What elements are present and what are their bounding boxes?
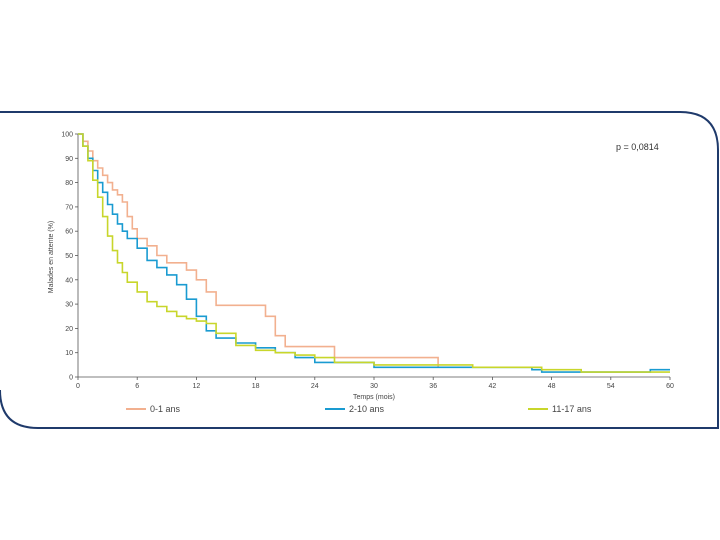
y-tick-label: 80 xyxy=(65,180,73,187)
legend-label: 2-10 ans xyxy=(349,404,385,414)
legend: 0-1 ans 2-10 ans 11-17 ans xyxy=(126,404,592,414)
y-tick-label: 100 xyxy=(61,132,73,139)
x-tick-label: 36 xyxy=(429,383,437,390)
y-tick-label: 40 xyxy=(65,277,73,284)
x-tick-label: 60 xyxy=(666,383,674,390)
y-axis-title: Malades en attente (%) xyxy=(48,221,55,293)
x-tick-label: 6 xyxy=(135,383,139,390)
legend-label: 11-17 ans xyxy=(552,404,592,414)
series-line-3 xyxy=(78,133,670,373)
series-line-1 xyxy=(78,133,439,368)
y-tick-label: 0 xyxy=(69,375,73,382)
series-line-2 xyxy=(78,133,670,373)
y-tick-label: 70 xyxy=(65,204,73,211)
x-tick-label: 18 xyxy=(252,383,260,390)
x-tick-label: 30 xyxy=(370,383,378,390)
x-axis: 0 6 12 18 24 30 36 42 48 54 60 xyxy=(76,376,674,390)
x-tick-label: 12 xyxy=(193,383,201,390)
y-tick-label: 10 xyxy=(65,350,73,357)
y-tick-label: 60 xyxy=(65,229,73,236)
y-axis: 0 10 20 30 40 50 60 70 80 90 100 xyxy=(61,132,79,382)
x-tick-label: 24 xyxy=(311,383,319,390)
x-tick-label: 42 xyxy=(489,383,497,390)
series-lines xyxy=(78,133,670,373)
x-tick-label: 0 xyxy=(76,383,80,390)
y-tick-label: 90 xyxy=(65,156,73,163)
x-axis-title: Temps (mois) xyxy=(353,394,395,401)
y-tick-label: 30 xyxy=(65,302,73,309)
slide-border xyxy=(0,111,719,429)
p-value-annotation: p = 0,0814 xyxy=(616,142,659,152)
y-tick-label: 20 xyxy=(65,326,73,333)
x-tick-label: 54 xyxy=(607,383,615,390)
y-tick-label: 50 xyxy=(65,253,73,260)
legend-label: 0-1 ans xyxy=(150,404,181,414)
x-tick-label: 48 xyxy=(548,383,556,390)
